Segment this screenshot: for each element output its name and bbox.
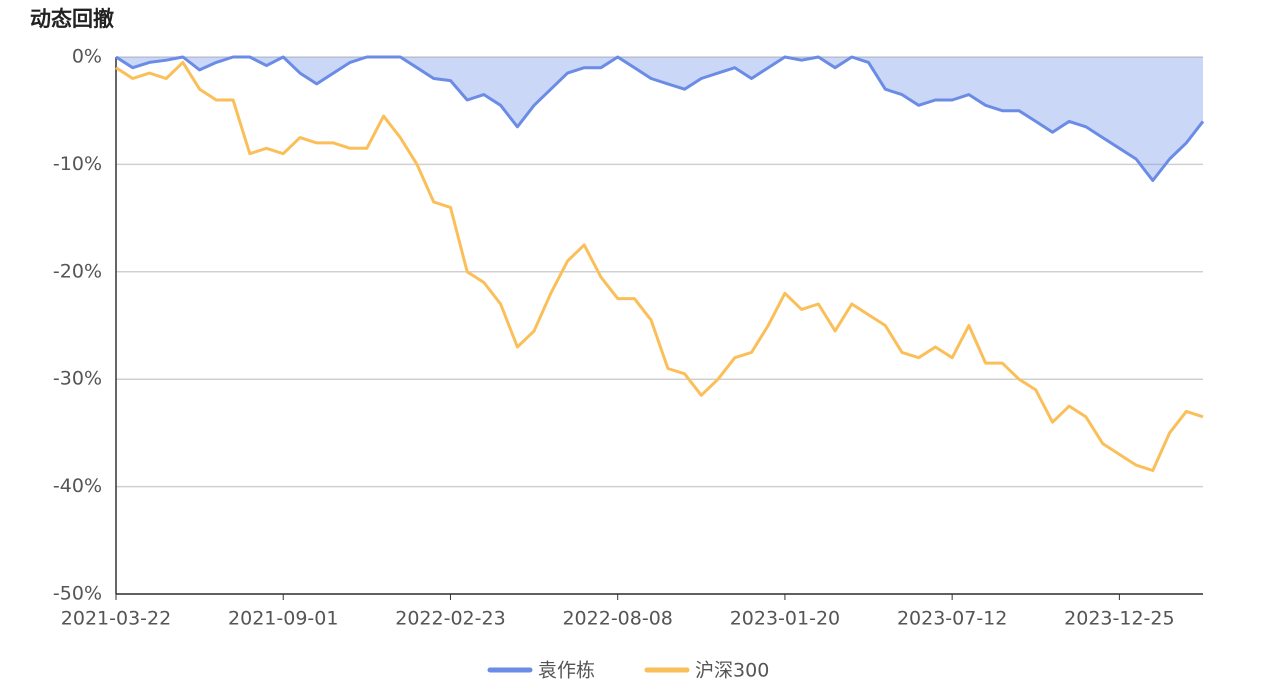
x-tick-label: 2021-03-22 <box>61 608 171 630</box>
y-tick-label: -10% <box>53 153 102 175</box>
y-tick-label: -30% <box>53 368 102 390</box>
area-fill <box>116 57 1203 181</box>
x-tick-label: 2022-02-23 <box>395 608 505 630</box>
x-tick-label: 2023-01-20 <box>730 608 840 630</box>
y-tick-label: -20% <box>53 260 102 282</box>
x-tick-label: 2021-09-01 <box>228 608 338 630</box>
legend-label: 沪深300 <box>695 660 769 682</box>
x-tick-label: 2022-08-08 <box>562 608 672 630</box>
legend-label: 袁作栋 <box>538 660 595 682</box>
chart-title: 动态回撤 <box>30 7 114 31</box>
x-tick-label: 2023-07-12 <box>897 608 1007 630</box>
x-tick-label: 2023-12-25 <box>1064 608 1174 630</box>
line <box>115 60 1204 472</box>
y-tick-label: 0% <box>72 46 102 68</box>
y-tick-label: -40% <box>53 475 102 497</box>
line <box>115 55 1205 182</box>
y-tick-label: -50% <box>53 583 102 605</box>
